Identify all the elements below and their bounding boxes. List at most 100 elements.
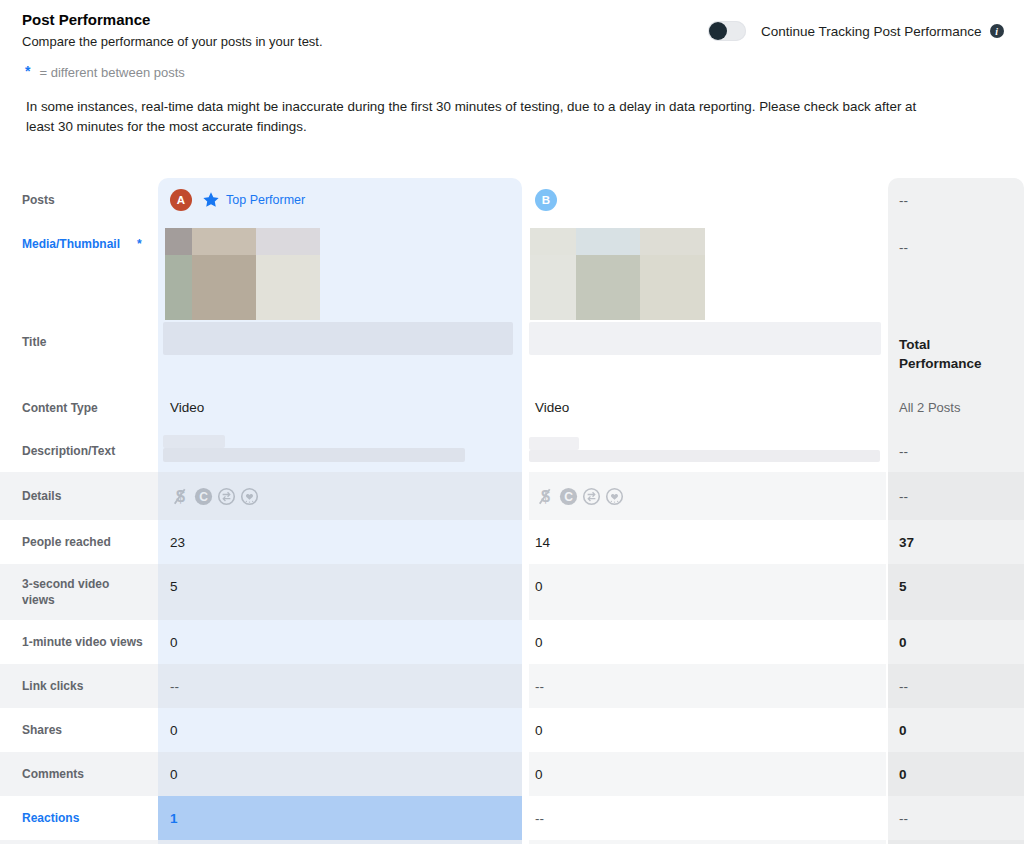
row-label-3s-views: 3-second video views	[0, 564, 158, 620]
row-label-description: Description/Text	[0, 430, 158, 472]
delay-note: In some instances, real-time data might …	[26, 97, 941, 137]
toggle-knob	[709, 22, 727, 40]
table-row-details: Details $ C $ C --	[0, 472, 1024, 520]
post-a-link-clicks: --	[158, 664, 522, 708]
info-icon[interactable]: i	[990, 24, 1004, 38]
total-title-cell: Total Performance	[888, 322, 1024, 385]
table-row-shares: Shares 0 0 0	[0, 708, 1024, 752]
row-label-title: Title	[0, 322, 158, 385]
post-b-content-type: Video	[529, 385, 886, 430]
page-subtitle: Compare the performance of your posts in…	[22, 34, 323, 49]
post-a-content-type: Video	[158, 385, 522, 430]
post-a-title-cell	[158, 322, 522, 385]
row-label-reactions: Reactions	[0, 796, 158, 840]
total-shares: 0	[888, 708, 1024, 752]
media-thumbnail-link[interactable]: Media/Thumbnail	[22, 236, 120, 252]
post-a-description-skeleton	[163, 435, 225, 448]
total-1m-views: 0	[888, 620, 1024, 664]
row-label-content-type: Content Type	[0, 385, 158, 430]
post-a-comments: 0	[158, 752, 522, 796]
media-diff-asterisk: *	[137, 236, 142, 252]
post-b-people-reached: 14	[529, 520, 886, 564]
post-b-details-cell: $ C	[529, 472, 886, 520]
post-b-description-cell	[529, 430, 886, 472]
post-b-thumbnail[interactable]	[530, 228, 705, 320]
table-row-3s-views: 3-second video views 5 0 5	[0, 564, 1024, 620]
total-comments: 0	[888, 752, 1024, 796]
monetization-off-icon: $	[170, 486, 191, 507]
toggle-label: Continue Tracking Post Performance	[761, 24, 982, 39]
row-label-link-clicks: Link clicks	[0, 664, 158, 708]
post-a-header-cell: A Top Performer	[158, 178, 522, 222]
asterisk-symbol: *	[25, 63, 30, 79]
total-3s-views: 5	[888, 564, 1024, 620]
table-row-partial	[0, 840, 1024, 844]
table-row-people-reached: People reached 23 14 37	[0, 520, 1024, 564]
copyright-icon: C	[193, 486, 214, 507]
post-performance-page: Post Performance Compare the performance…	[0, 0, 1024, 844]
total-posts-cell: --	[888, 178, 1024, 222]
post-a-description-cell	[158, 430, 522, 472]
svg-text:C: C	[199, 489, 208, 503]
post-a-title-skeleton	[163, 322, 513, 355]
post-a-media-cell	[158, 222, 522, 322]
post-b-shares: 0	[529, 708, 886, 752]
legend-text: = different between posts	[39, 65, 184, 80]
row-label-details: Details	[0, 472, 158, 520]
post-b-title-skeleton	[529, 322, 881, 355]
table-row-1m-views: 1-minute video views 0 0 0	[0, 620, 1024, 664]
total-reactions: --	[888, 796, 1024, 840]
table-row-link-clicks: Link clicks -- -- --	[0, 664, 1024, 708]
row-label-comments: Comments	[0, 752, 158, 796]
row-label-people-reached: People reached	[0, 520, 158, 564]
post-b-3s-views: 0	[529, 564, 886, 620]
coin-heart-icon	[239, 486, 260, 507]
reactions-link[interactable]: Reactions	[22, 810, 79, 826]
table-row-reactions: Reactions 1 -- --	[0, 796, 1024, 840]
post-a-shares: 0	[158, 708, 522, 752]
post-b-header-cell: B	[529, 178, 886, 222]
table-row-posts: Posts A Top Performer B --	[0, 178, 1024, 222]
post-b-description-skeleton	[529, 437, 579, 450]
table-row-description: Description/Text --	[0, 430, 1024, 472]
table-row-comments: Comments 0 0 0	[0, 752, 1024, 796]
post-b-reactions: --	[529, 796, 886, 840]
post-b-link-clicks: --	[529, 664, 886, 708]
top-performer-star-icon	[202, 191, 220, 209]
post-b-1m-views: 0	[529, 620, 886, 664]
monetization-off-icon: $	[535, 486, 556, 507]
total-media-cell: --	[888, 222, 1024, 322]
table-row-media: Media/Thumbnail * --	[0, 222, 1024, 322]
post-a-thumbnail[interactable]	[165, 228, 320, 320]
post-b-media-cell	[529, 222, 886, 322]
svg-text:C: C	[564, 489, 573, 503]
row-label-posts: Posts	[0, 178, 158, 222]
row-label-media: Media/Thumbnail *	[0, 222, 158, 322]
row-label-1m-views: 1-minute video views	[0, 620, 158, 664]
legend: * = different between posts	[25, 63, 185, 80]
tracking-toggle-group: Continue Tracking Post Performance i	[708, 21, 1004, 41]
post-b-badge: B	[535, 189, 557, 211]
post-b-title-cell	[529, 322, 886, 385]
post-b-comments: 0	[529, 752, 886, 796]
total-link-clicks: --	[888, 664, 1024, 708]
post-a-1m-views: 0	[158, 620, 522, 664]
total-people-reached: 37	[888, 520, 1024, 564]
total-content-type: All 2 Posts	[888, 385, 1024, 430]
table-row-title: Title Total Performance	[0, 322, 1024, 385]
table-row-content-type: Content Type Video Video All 2 Posts	[0, 385, 1024, 430]
exchange-icon	[216, 486, 237, 507]
exchange-icon	[581, 486, 602, 507]
total-description-cell: --	[888, 430, 1024, 472]
page-title: Post Performance	[22, 11, 150, 28]
coin-heart-icon	[604, 486, 625, 507]
post-a-badge: A	[170, 189, 192, 211]
row-label-shares: Shares	[0, 708, 158, 752]
top-performer-label: Top Performer	[226, 193, 305, 207]
continue-tracking-toggle[interactable]	[708, 21, 746, 41]
post-a-3s-views: 5	[158, 564, 522, 620]
post-a-people-reached: 23	[158, 520, 522, 564]
total-details-cell: --	[888, 472, 1024, 520]
post-a-details-cell: $ C	[158, 472, 522, 520]
performance-table: Posts A Top Performer B -- Media/Thumbna…	[0, 178, 1024, 844]
